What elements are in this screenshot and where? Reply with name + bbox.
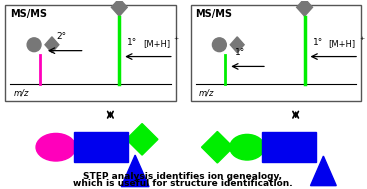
- Polygon shape: [310, 156, 336, 186]
- Text: 1°: 1°: [127, 38, 138, 47]
- Text: +: +: [359, 36, 364, 41]
- Polygon shape: [121, 155, 149, 187]
- Text: MS/MS: MS/MS: [196, 9, 233, 19]
- Bar: [262, 132, 316, 162]
- Bar: [6, 5, 176, 101]
- Polygon shape: [297, 0, 312, 16]
- Text: [M+H]: [M+H]: [328, 39, 356, 48]
- Ellipse shape: [36, 133, 76, 161]
- Ellipse shape: [230, 134, 265, 160]
- Text: which is useful for structure identification.: which is useful for structure identifica…: [73, 179, 292, 188]
- Circle shape: [27, 38, 41, 52]
- Text: m/z: m/z: [199, 88, 214, 97]
- Text: [M+H]: [M+H]: [143, 39, 170, 48]
- Text: 2°: 2°: [57, 32, 67, 41]
- Text: STEP analysis identifies ion genealogy,: STEP analysis identifies ion genealogy,: [83, 172, 282, 181]
- Polygon shape: [126, 124, 158, 155]
- Bar: [190, 5, 361, 101]
- Polygon shape: [45, 37, 59, 53]
- Text: m/z: m/z: [13, 88, 29, 97]
- Text: MS/MS: MS/MS: [10, 9, 47, 19]
- Bar: [74, 132, 128, 162]
- Text: 1°: 1°: [312, 38, 323, 47]
- Circle shape: [212, 38, 226, 52]
- Polygon shape: [201, 131, 233, 163]
- Text: 1°: 1°: [235, 48, 246, 57]
- Polygon shape: [230, 37, 244, 53]
- Polygon shape: [111, 0, 127, 16]
- Text: +: +: [174, 36, 179, 41]
